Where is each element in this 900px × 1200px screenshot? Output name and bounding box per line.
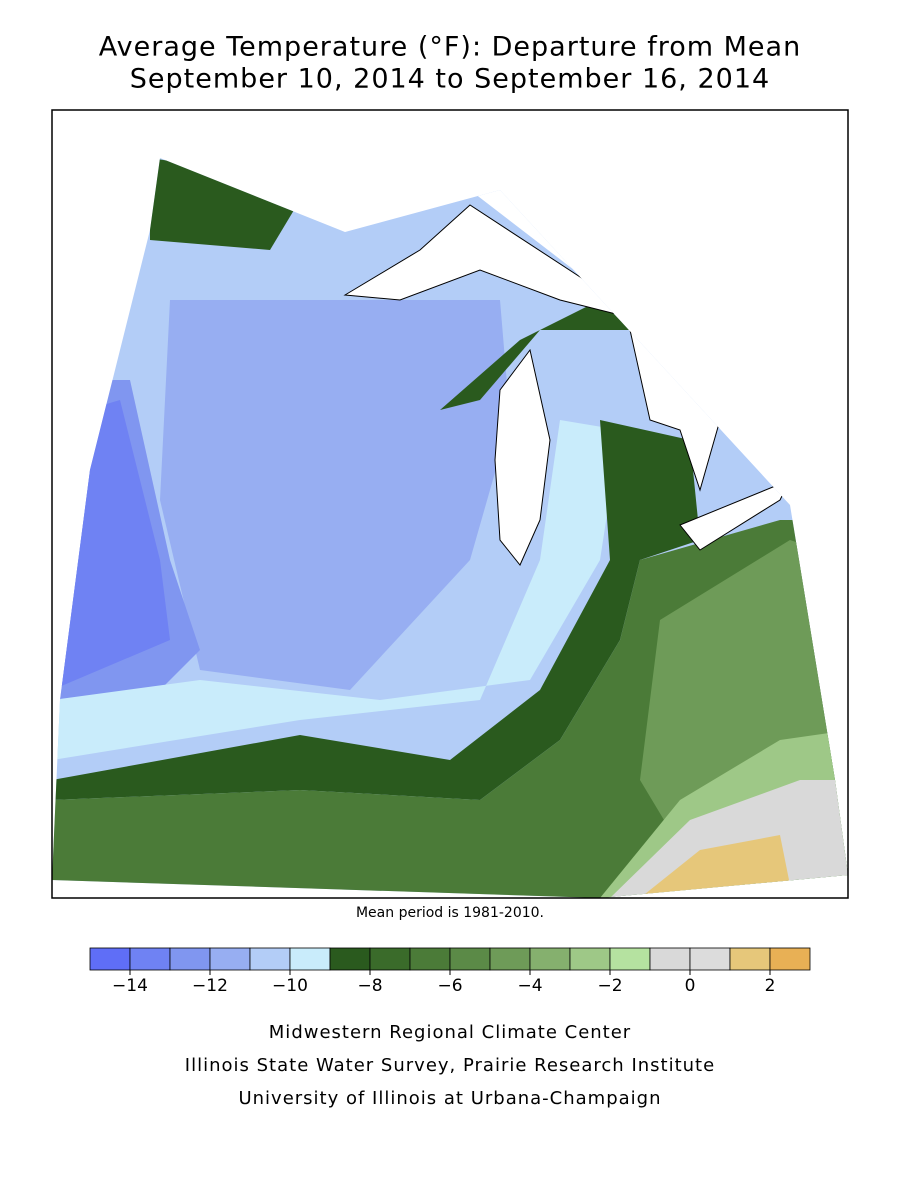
color-bin: [729, 947, 771, 971]
tick-label: −10: [272, 976, 308, 996]
color-bin: [249, 947, 291, 971]
region: [440, 300, 630, 410]
region: [52, 420, 700, 800]
color-bin: [169, 947, 211, 971]
tick-label: 0: [685, 976, 696, 996]
color-bin: [129, 947, 171, 971]
tick-label: −2: [597, 976, 622, 996]
color-bin: [489, 947, 531, 971]
color-bin: [209, 947, 251, 971]
region: [640, 835, 790, 898]
lake: [679, 479, 792, 551]
color-bin: [409, 947, 451, 971]
map-frame: [51, 109, 849, 899]
region: [52, 420, 620, 760]
color-bin: [289, 947, 331, 971]
color-bin: [569, 947, 611, 971]
tick-label: −6: [437, 976, 462, 996]
map: [52, 158, 848, 898]
tick-label: 2: [765, 976, 776, 996]
tick-label: −12: [192, 976, 228, 996]
color-bin: [89, 947, 131, 971]
region: [52, 520, 848, 898]
lake: [494, 348, 551, 566]
subtitle: September 10, 2014 to September 16, 2014: [130, 64, 770, 95]
footer-line: University of Illinois at Urbana-Champai…: [238, 1088, 661, 1109]
color-bin: [369, 947, 411, 971]
color-bin: [529, 947, 571, 971]
colorbar: −14 −12 −10 −8 −6 −4 −2 0 2: [89, 947, 811, 996]
tick-label: −8: [357, 976, 382, 996]
footer-line: Midwestern Regional Climate Center: [269, 1022, 631, 1043]
note: Mean period is 1981-2010.: [356, 905, 544, 921]
footer-line: Illinois State Water Survey, Prairie Res…: [185, 1055, 715, 1076]
region: [150, 158, 300, 250]
color-bin: [609, 947, 651, 971]
region: [160, 300, 510, 690]
color-bin: [649, 947, 691, 971]
region: [610, 780, 848, 898]
color-bin: [329, 947, 371, 971]
title: Average Temperature (°F): Departure from…: [99, 32, 801, 63]
color-bin: [689, 947, 731, 971]
color-bin: [769, 947, 811, 971]
tick-label: −4: [517, 976, 542, 996]
color-bin: [449, 947, 491, 971]
tick-label: −14: [112, 976, 148, 996]
